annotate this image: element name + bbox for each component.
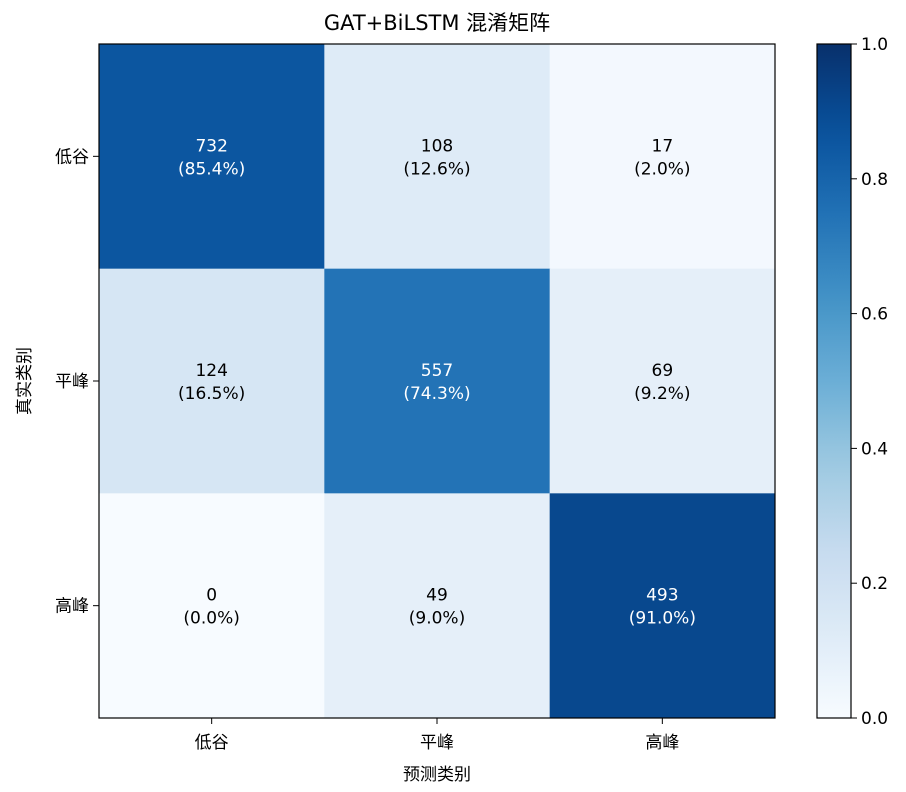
colorbar-tick-label: 0.4 [861, 439, 888, 459]
cell-percent-label: (0.0%) [183, 609, 239, 629]
heatmap-cell [549, 493, 776, 719]
y-tick-label: 平峰 [55, 372, 89, 392]
y-tick-label: 低谷 [55, 147, 89, 167]
heatmap-cell [324, 44, 551, 270]
x-tick-label: 高峰 [645, 733, 679, 753]
colorbar-tick-label: 1.0 [861, 35, 888, 55]
cell-count-label: 0 [206, 586, 217, 606]
heatmap-cell [99, 268, 325, 494]
colorbar-tick-label: 0.6 [861, 305, 888, 325]
cell-percent-label: (85.4%) [178, 159, 245, 179]
heatmap-cells [99, 44, 776, 719]
chart-title: GAT+BiLSTM 混淆矩阵 [324, 11, 550, 35]
colorbar-tick-label: 0.8 [861, 170, 888, 190]
cell-percent-label: (2.0%) [634, 159, 690, 179]
heatmap-cell [99, 493, 325, 719]
cell-percent-label: (16.5%) [178, 384, 245, 404]
heatmap-cell [324, 493, 551, 719]
cell-percent-label: (9.0%) [409, 609, 465, 629]
colorbar [816, 43, 852, 719]
heatmap-cell [549, 268, 776, 494]
cell-percent-label: (12.6%) [403, 159, 470, 179]
x-axis-label: 预测类别 [403, 765, 471, 785]
colorbar-tick-label: 0.0 [861, 709, 888, 729]
colorbar-ticks: 0.0 0.2 0.4 0.6 0.8 1.0 [851, 35, 888, 729]
cell-percent-label: (9.2%) [634, 384, 690, 404]
cell-percent-label: (91.0%) [629, 609, 696, 629]
y-tick-label: 高峰 [55, 597, 89, 617]
heatmap-cell [324, 268, 551, 494]
heatmap-cell-labels: 732 (85.4%) 108 (12.6%) 17 (2.0%) 124 (16.5%) 55… [178, 136, 696, 628]
cell-count-label: 17 [652, 136, 674, 156]
heatmap-cell [99, 44, 325, 270]
cell-count-label: 124 [195, 361, 227, 381]
cell-count-label: 557 [421, 361, 453, 381]
x-tick-label: 平峰 [420, 733, 454, 753]
cell-count-label: 49 [426, 586, 448, 606]
heatmap-cell [549, 44, 776, 270]
cell-count-label: 493 [646, 586, 678, 606]
x-tick-label: 低谷 [195, 733, 229, 753]
cell-count-label: 108 [421, 136, 453, 156]
cell-count-label: 732 [195, 136, 227, 156]
cell-count-label: 69 [652, 361, 674, 381]
x-axis-ticks: 低谷 平峰 高峰 [195, 718, 679, 753]
cell-percent-label: (74.3%) [403, 384, 470, 404]
colorbar-tick-label: 0.2 [861, 574, 888, 594]
y-axis-label: 真实类别 [15, 347, 35, 415]
